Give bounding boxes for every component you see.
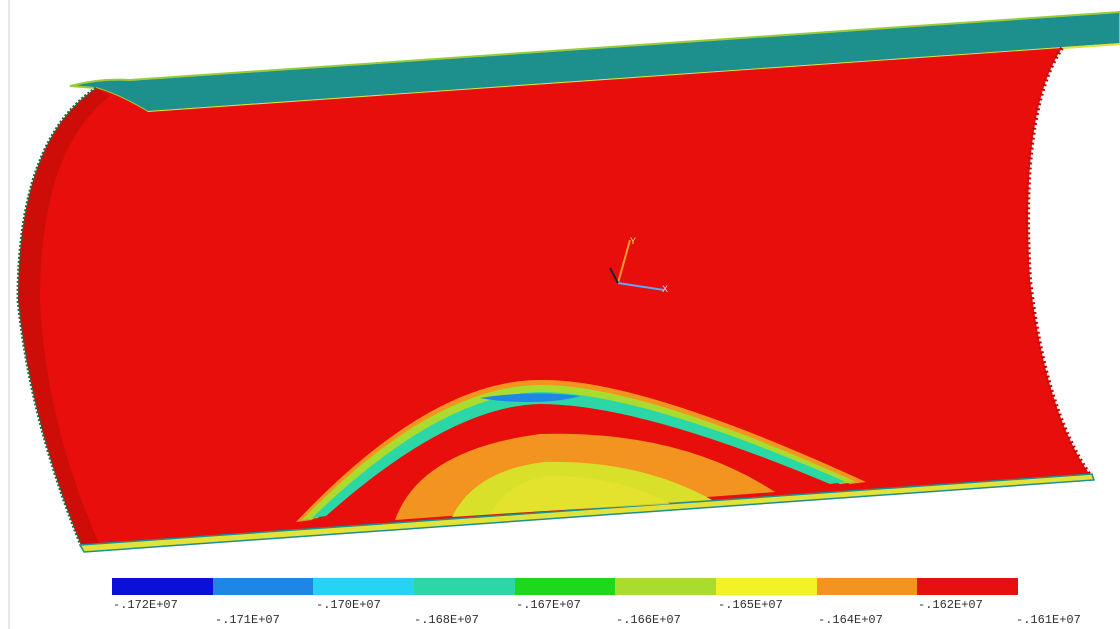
legend-label-bottom-4: -.161E+07 [1016,613,1081,627]
contour-arc-green [312,392,846,518]
legend-swatch-5 [615,578,717,595]
legend-label-top-3: -.165E+07 [718,598,783,612]
svg-text:Y: Y [630,236,636,246]
legend-swatch-4 [514,578,616,595]
legend-swatch-7 [816,578,918,595]
legend-label-top-2: -.167E+07 [516,598,581,612]
shell-left-shade [18,88,110,548]
xyz-axis-triad-icon: Y X [609,236,668,294]
legend-label-bottom-3: -.164E+07 [818,613,883,627]
legend-label-bottom-1: -.168E+07 [414,613,479,627]
legend-swatch-1 [212,578,314,595]
legend-label-top-1: -.170E+07 [316,598,381,612]
legend-swatch-3 [414,578,515,595]
legend-color-bar [112,578,1019,595]
legend-swatch-2 [313,578,415,595]
shell-interior-surface [18,48,1090,548]
legend-swatch-8 [917,578,1019,595]
svg-text:X: X [662,284,668,294]
shell-bottom-edge [78,473,1096,553]
legend-swatch-0 [112,578,213,595]
legend-label-bottom-2: -.166E+07 [616,613,681,627]
legend-label-top-4: -.162E+07 [918,598,983,612]
contour-mound-inner [490,476,670,514]
contour-arc-yellow [302,384,856,520]
legend-label-bottom-0: -.171E+07 [215,613,280,627]
contour-arc-blue [480,393,580,402]
legend-swatch-6 [716,578,817,595]
legend-label-top-0: -.172E+07 [113,598,178,612]
